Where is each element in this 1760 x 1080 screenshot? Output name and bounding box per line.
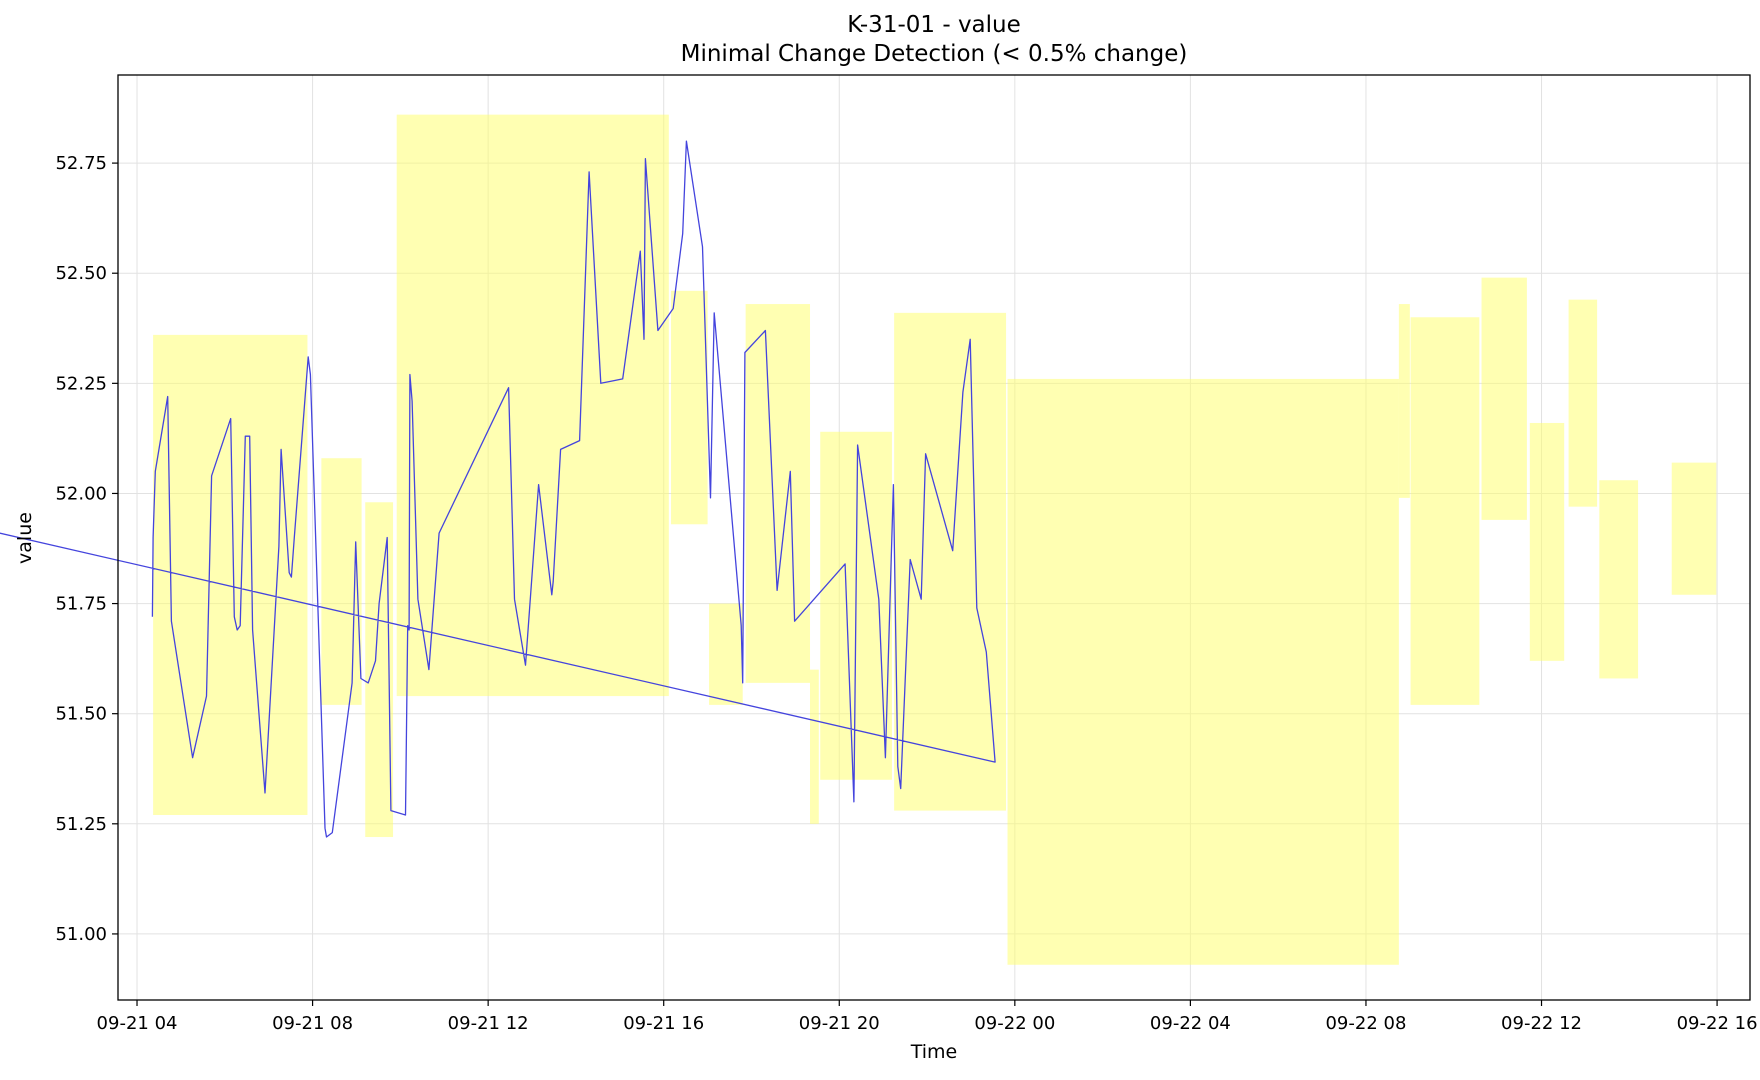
- x-tick-label: 09-21 08: [272, 1013, 353, 1034]
- x-tick-label: 09-22 12: [1501, 1013, 1582, 1034]
- minimal-change-region: [1410, 317, 1480, 705]
- chart-subtitle: Minimal Change Detection (< 0.5% change): [681, 41, 1188, 67]
- minimal-change-region: [671, 290, 708, 525]
- minimal-change-region: [153, 334, 308, 815]
- y-tick-label: 52.00: [55, 483, 107, 504]
- minimal-change-region: [1599, 480, 1639, 679]
- minimal-change-region: [1568, 299, 1598, 507]
- minimal-change-region: [1398, 304, 1410, 498]
- y-tick-label: 51.75: [55, 594, 107, 615]
- x-tick-label: 09-22 16: [1677, 1013, 1758, 1034]
- x-tick-label: 09-21 12: [448, 1013, 529, 1034]
- x-tick-label: 09-22 08: [1325, 1013, 1406, 1034]
- y-tick-label: 51.00: [55, 924, 107, 945]
- series-layer: [0, 140, 996, 838]
- x-tick-label: 09-21 20: [799, 1013, 880, 1034]
- minimal-change-region: [1671, 462, 1717, 595]
- x-axis-label: Time: [910, 1041, 958, 1063]
- minimal-change-regions: [153, 114, 1717, 965]
- x-axis-ticks: 09-21 04 09-21 08 09-21 12 09-21 16 09-21 20…: [97, 1000, 1758, 1034]
- minimal-change-region: [894, 312, 1007, 811]
- y-axis-label: value: [14, 512, 36, 564]
- minimal-change-region: [709, 603, 743, 705]
- minimal-change-region: [745, 304, 811, 683]
- minimal-change-region: [1481, 277, 1527, 520]
- x-tick-label: 09-21 04: [97, 1013, 178, 1034]
- y-tick-label: 51.25: [55, 814, 107, 835]
- minimal-change-region: [396, 114, 669, 697]
- x-tick-label: 09-22 00: [974, 1013, 1055, 1034]
- y-tick-label: 52.75: [55, 153, 107, 174]
- chart-title: K-31-01 - value: [847, 12, 1021, 38]
- y-axis-ticks: 51.00 51.25 51.50 51.75 52.00 52.25 52.50 52.75: [55, 153, 118, 945]
- minimal-change-region: [1007, 378, 1399, 965]
- minimal-change-region: [321, 458, 362, 705]
- y-tick-label: 51.50: [55, 704, 107, 725]
- y-tick-label: 52.50: [55, 263, 107, 284]
- x-tick-label: 09-22 04: [1150, 1013, 1231, 1034]
- y-tick-label: 52.25: [55, 373, 107, 394]
- minimal-change-region: [1529, 422, 1565, 661]
- minimal-change-region: [810, 669, 819, 824]
- value-series-line: [0, 140, 996, 838]
- x-tick-label: 09-21 16: [623, 1013, 704, 1034]
- plot-area-frame: [117, 74, 1751, 1001]
